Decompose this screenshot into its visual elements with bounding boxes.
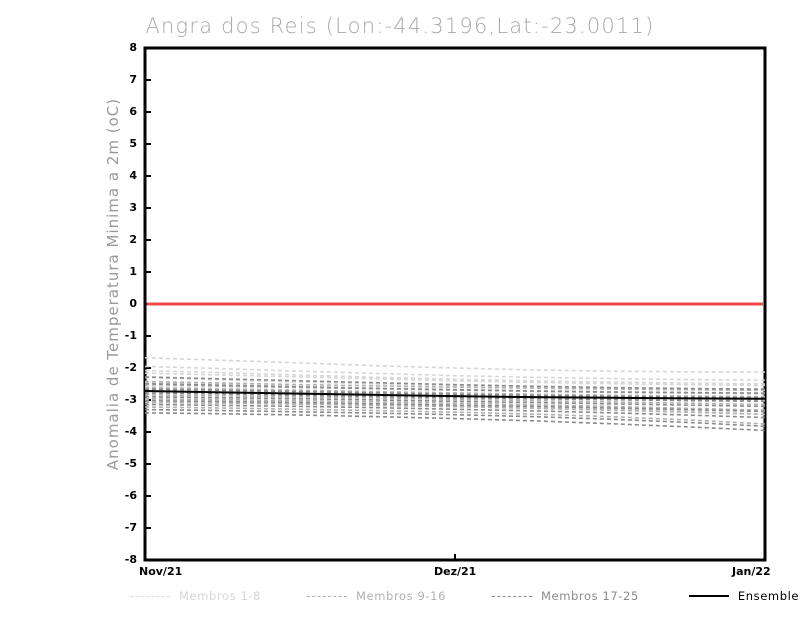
legend-item[interactable]: Membros 17-25 [492, 589, 639, 603]
legend-swatch-icon [130, 595, 170, 597]
y-axis-tick-label: 6 [129, 105, 137, 118]
ensemble-member-line [144, 369, 766, 385]
ensemble-member-line [144, 399, 766, 413]
y-axis-tick-label: 5 [129, 137, 137, 150]
ensemble-member-line [144, 412, 766, 432]
legend-swatch-icon [492, 595, 533, 597]
ensemble-member-line [144, 392, 766, 403]
ensemble-member-line [144, 403, 766, 419]
legend-label: Ensemble Mean [737, 589, 800, 603]
ensemble-member-line [144, 376, 766, 390]
y-axis-tick-label: -6 [124, 489, 137, 502]
x-axis-tick-label: Dez/21 [434, 565, 477, 578]
ensemble-member-line [144, 380, 766, 392]
ensemble-member-line [144, 406, 766, 425]
ensemble-member-line [144, 356, 766, 373]
chart-title: Angra dos Reis (Lon:-44.3196,Lat:-23.001… [145, 14, 655, 38]
legend-swatch-icon [307, 595, 348, 597]
y-axis-tick-label: -4 [124, 425, 137, 438]
ensemble-member-line [144, 408, 766, 428]
ensemble-member-line [144, 388, 766, 399]
legend-label: Membros 17-25 [541, 589, 639, 603]
legend-item[interactable]: Ensemble Mean [688, 589, 800, 603]
ensemble-member-line [144, 397, 766, 412]
y-axis-tick-label: 3 [129, 201, 137, 214]
y-axis-tick-label: -8 [124, 553, 137, 566]
ensemble-member-line [144, 401, 766, 416]
y-axis-tick-label: -1 [124, 329, 137, 342]
y-axis-tick-label: 8 [129, 41, 137, 54]
legend-label: Membros 9-16 [356, 589, 447, 603]
ensemble-member-line [144, 376, 766, 391]
ensemble-member-line [144, 387, 766, 398]
y-axis-tick-label: -5 [124, 457, 137, 470]
y-axis-tick-label: -3 [124, 393, 137, 406]
legend-label: Membros 1-8 [179, 589, 262, 603]
x-axis-tick-label: Nov/21 [139, 565, 183, 578]
x-axis-tick-label: Jan/22 [732, 565, 771, 578]
ensemble-member-line [144, 396, 766, 408]
y-axis-tick-label: -2 [124, 361, 137, 374]
y-axis-tick-label: 1 [129, 265, 137, 278]
ensemble-member-line [144, 394, 766, 406]
y-axis-tick-label: 0 [129, 297, 137, 310]
ensemble-mean-line [144, 390, 766, 400]
y-axis-tick-label: 4 [129, 169, 137, 182]
y-axis-tick-label: 7 [129, 73, 137, 86]
ensemble-member-line [144, 382, 766, 395]
chart-legend: Membros 1-8 Membros 9-16 Membros 17-25 Ense… [130, 586, 800, 606]
ensemble-member-line [144, 372, 766, 387]
y-axis-tick-label: 2 [129, 233, 137, 246]
legend-item[interactable]: Membros 9-16 [307, 589, 446, 603]
legend-item[interactable]: Membros 1-8 [130, 589, 261, 603]
legend-swatch-icon [688, 595, 729, 597]
ensemble-member-line [144, 365, 766, 381]
y-axis-tick-label: -7 [124, 521, 137, 534]
